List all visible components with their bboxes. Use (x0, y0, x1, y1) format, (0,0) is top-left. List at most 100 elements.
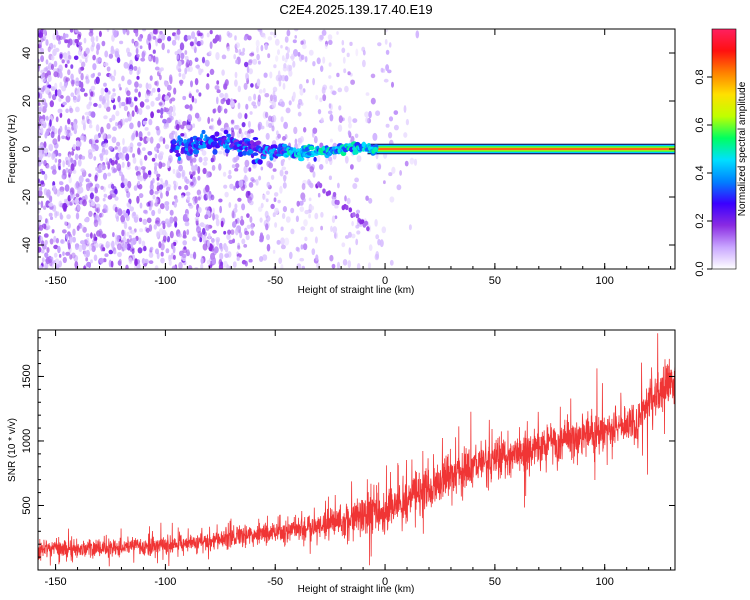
noise-speck (64, 184, 70, 192)
noise-speck (52, 94, 57, 101)
noise-speck (342, 259, 348, 266)
noise-speck (187, 114, 193, 122)
noise-speck (135, 47, 139, 55)
noise-speck (177, 119, 182, 125)
noise-speck (133, 66, 138, 71)
noise-speck (295, 215, 299, 223)
noise-speck (210, 124, 215, 131)
noise-speck (234, 167, 239, 172)
noise-speck (62, 251, 65, 256)
noise-speck (168, 254, 172, 262)
noise-speck (43, 233, 49, 238)
noise-speck (132, 157, 137, 164)
noise-speck (139, 101, 145, 108)
noise-speck (198, 92, 202, 97)
noise-speck (331, 215, 336, 223)
noise-speck (186, 196, 191, 201)
noise-speck (245, 103, 249, 110)
noise-speck (239, 231, 243, 239)
noise-speck (117, 208, 123, 216)
noise-speck (391, 166, 396, 174)
noise-speck (257, 60, 261, 65)
noise-speck (228, 202, 232, 208)
noise-speck (368, 110, 372, 119)
noise-speck (142, 120, 147, 125)
noise-speck (393, 110, 399, 115)
noise-speck (114, 146, 118, 150)
noise-speck (177, 34, 180, 41)
noise-speck (202, 227, 206, 235)
noise-speck (92, 63, 97, 71)
noise-speck (231, 164, 236, 169)
noise-speck (156, 149, 160, 154)
noise-speck (70, 163, 75, 172)
noise-speck (176, 29, 181, 36)
noise-speck (189, 41, 194, 47)
branch-point (336, 199, 340, 206)
noise-speck (141, 240, 146, 247)
noise-speck (204, 214, 209, 220)
noise-speck (52, 68, 58, 73)
noise-speck (111, 114, 116, 121)
noise-speck (304, 236, 308, 242)
noise-speck (129, 206, 134, 212)
noise-speck (50, 55, 55, 61)
noise-speck (298, 200, 304, 206)
noise-speck (280, 116, 284, 123)
noise-speck (282, 136, 286, 141)
noise-speck (58, 152, 62, 157)
noise-speck (116, 141, 121, 147)
branch-point (366, 226, 370, 232)
noise-speck (309, 166, 315, 173)
noise-speck (262, 254, 268, 261)
noise-speck (227, 127, 231, 132)
noise-speck (112, 232, 115, 238)
noise-speck (228, 239, 234, 244)
noise-speck (64, 63, 68, 68)
noise-speck (90, 201, 96, 207)
noise-speck (110, 260, 114, 268)
noise-speck (293, 29, 299, 32)
branch-point (348, 207, 353, 213)
trace-point (211, 135, 216, 139)
noise-speck (169, 230, 174, 239)
noise-speck (148, 260, 154, 264)
noise-speck (149, 75, 153, 81)
noise-speck (206, 192, 210, 200)
noise-speck (49, 196, 53, 203)
trace-point (192, 148, 200, 155)
noise-speck (220, 246, 224, 252)
noise-speck (362, 59, 366, 68)
noise-speck (362, 49, 366, 56)
noise-speck (277, 199, 281, 204)
noise-speck (280, 226, 284, 232)
noise-speck (103, 62, 109, 67)
noise-speck (355, 48, 359, 57)
noise-speck (156, 143, 161, 149)
noise-speck (331, 90, 337, 96)
noise-speck (131, 248, 135, 254)
noise-speck (95, 35, 99, 42)
noise-speck (282, 182, 287, 189)
noise-speck (66, 129, 71, 138)
noise-speck (285, 107, 291, 114)
noise-speck (100, 87, 105, 96)
noise-speck (250, 83, 254, 88)
noise-speck (246, 224, 251, 229)
y-tick-label: -40 (21, 237, 33, 253)
noise-speck (255, 179, 259, 186)
x-tick-label: 100 (596, 576, 614, 588)
noise-speck (306, 164, 311, 169)
noise-speck (233, 54, 237, 60)
noise-speck (122, 236, 127, 243)
noise-speck (259, 234, 265, 242)
noise-speck (164, 107, 170, 113)
noise-speck (195, 89, 199, 93)
noise-speck (343, 68, 347, 74)
noise-speck (58, 40, 61, 45)
noise-speck (46, 164, 50, 170)
noise-speck (93, 219, 99, 228)
noise-speck (137, 247, 143, 254)
noise-speck (97, 132, 101, 138)
noise-speck (81, 61, 86, 68)
